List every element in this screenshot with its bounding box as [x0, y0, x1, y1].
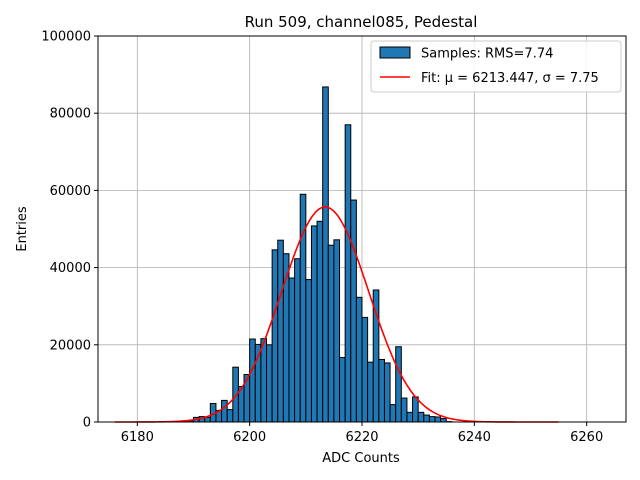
histogram-bar — [440, 418, 447, 423]
histogram-bar — [361, 316, 369, 423]
y-tick-label: 80000 — [50, 107, 91, 122]
legend-swatch-samples — [379, 46, 411, 59]
histogram-bar — [249, 338, 256, 423]
histogram-bar — [288, 277, 296, 423]
legend: Samples: RMS=7.74 Fit: μ = 6213.447, σ =… — [370, 40, 622, 93]
legend-label-fit: Fit: μ = 6213.447, σ = 7.75 — [421, 71, 599, 86]
histogram-bar — [339, 357, 346, 423]
y-tick-label: 60000 — [50, 184, 91, 199]
histogram-bar — [417, 411, 425, 423]
y-axis-title: Entries — [15, 206, 30, 252]
histogram-bar — [389, 404, 397, 423]
x-axis-title: ADC Counts — [322, 451, 400, 466]
histogram-bar — [344, 124, 352, 423]
legend-box — [370, 40, 622, 93]
chart-title: Run 509, channel085, Pedestal — [245, 13, 478, 31]
histogram-bar — [434, 416, 442, 423]
histogram-bar — [271, 249, 279, 423]
histogram-bar — [305, 279, 312, 423]
histogram-bar — [322, 86, 329, 423]
histogram-bar — [266, 344, 273, 423]
y-tick-label: 40000 — [50, 261, 91, 276]
histogram-bar — [400, 397, 408, 423]
legend-label-samples: Samples: RMS=7.74 — [421, 47, 553, 62]
histogram-bar — [277, 239, 284, 423]
histogram-bar — [406, 411, 414, 423]
histogram-bar — [260, 338, 268, 423]
histogram-bar — [310, 225, 318, 423]
histogram-bar — [204, 416, 211, 423]
histogram-bar — [221, 399, 228, 423]
histogram-bar — [378, 358, 385, 423]
histogram-bar — [383, 362, 391, 423]
x-tick-label: 6240 — [458, 430, 491, 445]
x-tick-label: 6180 — [121, 430, 154, 445]
histogram-bar — [423, 414, 430, 423]
y-tick-label: 100000 — [41, 30, 91, 45]
histogram-bar — [355, 296, 363, 423]
histogram-bar — [350, 199, 357, 423]
histogram-bar — [395, 346, 402, 423]
y-tick-label: 20000 — [50, 338, 91, 353]
histogram-bar — [412, 396, 419, 423]
histogram-bar — [226, 409, 234, 423]
histogram-bar — [333, 239, 341, 423]
histogram-bar — [367, 361, 374, 423]
histogram-bars — [187, 86, 453, 423]
x-tick-label: 6260 — [570, 430, 603, 445]
x-tick-label: 6200 — [233, 430, 266, 445]
histogram-bar — [327, 244, 335, 423]
y-tick-label: 0 — [83, 416, 91, 431]
axis-ticks: 6180 6200 6220 6240 6260 0 20000 40000 60000 8000… — [41, 30, 603, 446]
histogram-bar — [428, 416, 436, 423]
histogram-bar — [294, 258, 301, 423]
histogram-bar — [316, 220, 324, 423]
x-tick-label: 6220 — [345, 430, 378, 445]
